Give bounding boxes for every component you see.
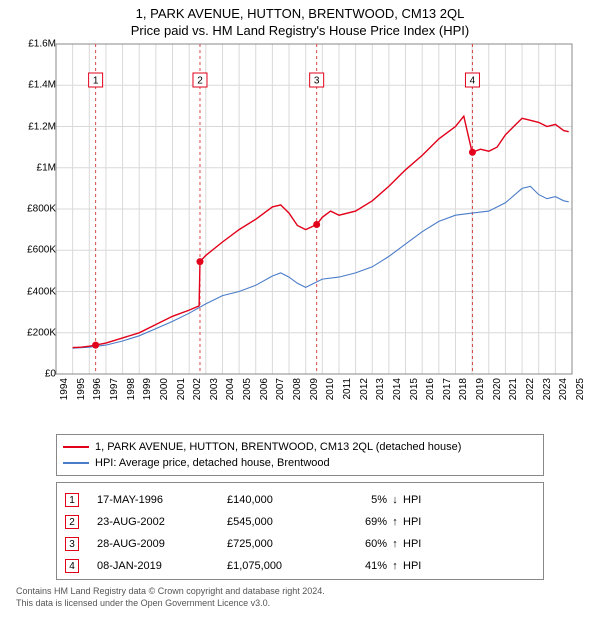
transaction-row: 4 08-JAN-2019£1,075,00041%↑HPI — [65, 555, 535, 577]
transaction-marker-box: 2 — [65, 515, 79, 529]
chart-area: £0£200K£400K£600K£800K£1M£1.2M£1.4M£1.6M… — [32, 44, 592, 394]
transaction-date: 17-MAY-1996 — [97, 494, 227, 506]
transaction-price: £545,000 — [227, 516, 337, 528]
transaction-hpi-label: HPI — [403, 516, 433, 528]
transaction-pct: 5% — [337, 494, 387, 506]
y-tick-label: £1.6M — [28, 39, 56, 50]
x-tick-label: 2017 — [442, 378, 453, 400]
footer-line2: This data is licensed under the Open Gov… — [16, 598, 600, 610]
transaction-pct: 60% — [337, 538, 387, 550]
legend-label: 1, PARK AVENUE, HUTTON, BRENTWOOD, CM13 … — [95, 441, 461, 453]
plot-region: 1 2 3 4 — [56, 44, 572, 374]
svg-text:2: 2 — [197, 76, 203, 87]
x-tick-label: 2015 — [409, 378, 420, 400]
x-tick-label: 2003 — [209, 378, 220, 400]
x-tick-label: 2004 — [225, 378, 236, 400]
footer-line1: Contains HM Land Registry data © Crown c… — [16, 586, 600, 598]
x-tick-label: 2012 — [359, 378, 370, 400]
transaction-pct: 69% — [337, 516, 387, 528]
x-tick-label: 2020 — [492, 378, 503, 400]
y-tick-label: £1M — [37, 162, 56, 173]
transaction-marker-box: 1 — [65, 493, 79, 507]
x-tick-label: 2008 — [292, 378, 303, 400]
x-tick-label: 1996 — [92, 378, 103, 400]
transaction-date: 23-AUG-2002 — [97, 516, 227, 528]
svg-text:4: 4 — [470, 76, 476, 87]
transactions-table: 117-MAY-1996£140,0005%↓HPI223-AUG-2002£5… — [56, 482, 544, 580]
transaction-pct: 41% — [337, 560, 387, 572]
transaction-row: 3 28-AUG-2009£725,00060%↑HPI — [65, 533, 535, 555]
chart-title-block: 1, PARK AVENUE, HUTTON, BRENTWOOD, CM13 … — [0, 0, 600, 40]
legend-row: HPI: Average price, detached house, Bren… — [63, 455, 537, 471]
arrow-down-icon: ↓ — [387, 494, 403, 506]
y-tick-label: £0 — [45, 369, 56, 380]
y-tick-label: £800K — [27, 204, 56, 215]
x-tick-label: 2019 — [475, 378, 486, 400]
plot-svg: 1 2 3 4 — [56, 44, 572, 374]
x-tick-label: 1999 — [142, 378, 153, 400]
x-tick-label: 2014 — [392, 378, 403, 400]
x-tick-label: 2023 — [542, 378, 553, 400]
y-tick-label: £600K — [27, 245, 56, 256]
x-tick-label: 2025 — [575, 378, 586, 400]
x-tick-label: 1995 — [76, 378, 87, 400]
legend-swatch — [63, 446, 89, 448]
transaction-price: £1,075,000 — [227, 560, 337, 572]
y-tick-label: £400K — [27, 286, 56, 297]
x-tick-label: 2021 — [508, 378, 519, 400]
arrow-up-icon: ↑ — [387, 516, 403, 528]
transaction-price: £140,000 — [227, 494, 337, 506]
transaction-row: 2 23-AUG-2002£545,00069%↑HPI — [65, 511, 535, 533]
x-tick-label: 2018 — [458, 378, 469, 400]
svg-text:1: 1 — [93, 76, 99, 87]
x-tick-label: 2011 — [342, 378, 353, 400]
transaction-row: 1 17-MAY-1996£140,0005%↓HPI — [65, 489, 535, 511]
svg-text:3: 3 — [314, 76, 320, 87]
x-tick-label: 1994 — [59, 378, 70, 400]
transaction-date: 28-AUG-2009 — [97, 538, 227, 550]
x-tick-label: 2024 — [558, 378, 569, 400]
legend-label: HPI: Average price, detached house, Bren… — [95, 457, 330, 469]
x-tick-label: 2009 — [309, 378, 320, 400]
y-tick-label: £1.2M — [28, 121, 56, 132]
x-tick-label: 2005 — [242, 378, 253, 400]
x-tick-label: 1997 — [109, 378, 120, 400]
transaction-marker-box: 4 — [65, 559, 79, 573]
arrow-up-icon: ↑ — [387, 560, 403, 572]
transaction-hpi-label: HPI — [403, 494, 433, 506]
chart-title-subtitle: Price paid vs. HM Land Registry's House … — [0, 23, 600, 38]
legend-row: 1, PARK AVENUE, HUTTON, BRENTWOOD, CM13 … — [63, 439, 537, 455]
x-tick-label: 2010 — [325, 378, 336, 400]
x-tick-label: 2002 — [192, 378, 203, 400]
y-tick-label: £1.4M — [28, 80, 56, 91]
x-tick-label: 2006 — [259, 378, 270, 400]
x-tick-label: 2013 — [375, 378, 386, 400]
y-tick-label: £200K — [27, 327, 56, 338]
transaction-marker-box: 3 — [65, 537, 79, 551]
x-axis: 1994199519961997199819992000200120022003… — [56, 374, 572, 394]
x-tick-label: 2007 — [275, 378, 286, 400]
transaction-hpi-label: HPI — [403, 560, 433, 572]
x-tick-label: 2001 — [176, 378, 187, 400]
x-tick-label: 2000 — [159, 378, 170, 400]
arrow-up-icon: ↑ — [387, 538, 403, 550]
transaction-date: 08-JAN-2019 — [97, 560, 227, 572]
transaction-hpi-label: HPI — [403, 538, 433, 550]
legend: 1, PARK AVENUE, HUTTON, BRENTWOOD, CM13 … — [56, 434, 544, 476]
transaction-price: £725,000 — [227, 538, 337, 550]
x-tick-label: 1998 — [126, 378, 137, 400]
x-tick-label: 2016 — [425, 378, 436, 400]
chart-title-address: 1, PARK AVENUE, HUTTON, BRENTWOOD, CM13 … — [0, 6, 600, 21]
legend-swatch — [63, 462, 89, 464]
x-tick-label: 2022 — [525, 378, 536, 400]
footer-attribution: Contains HM Land Registry data © Crown c… — [16, 586, 600, 609]
